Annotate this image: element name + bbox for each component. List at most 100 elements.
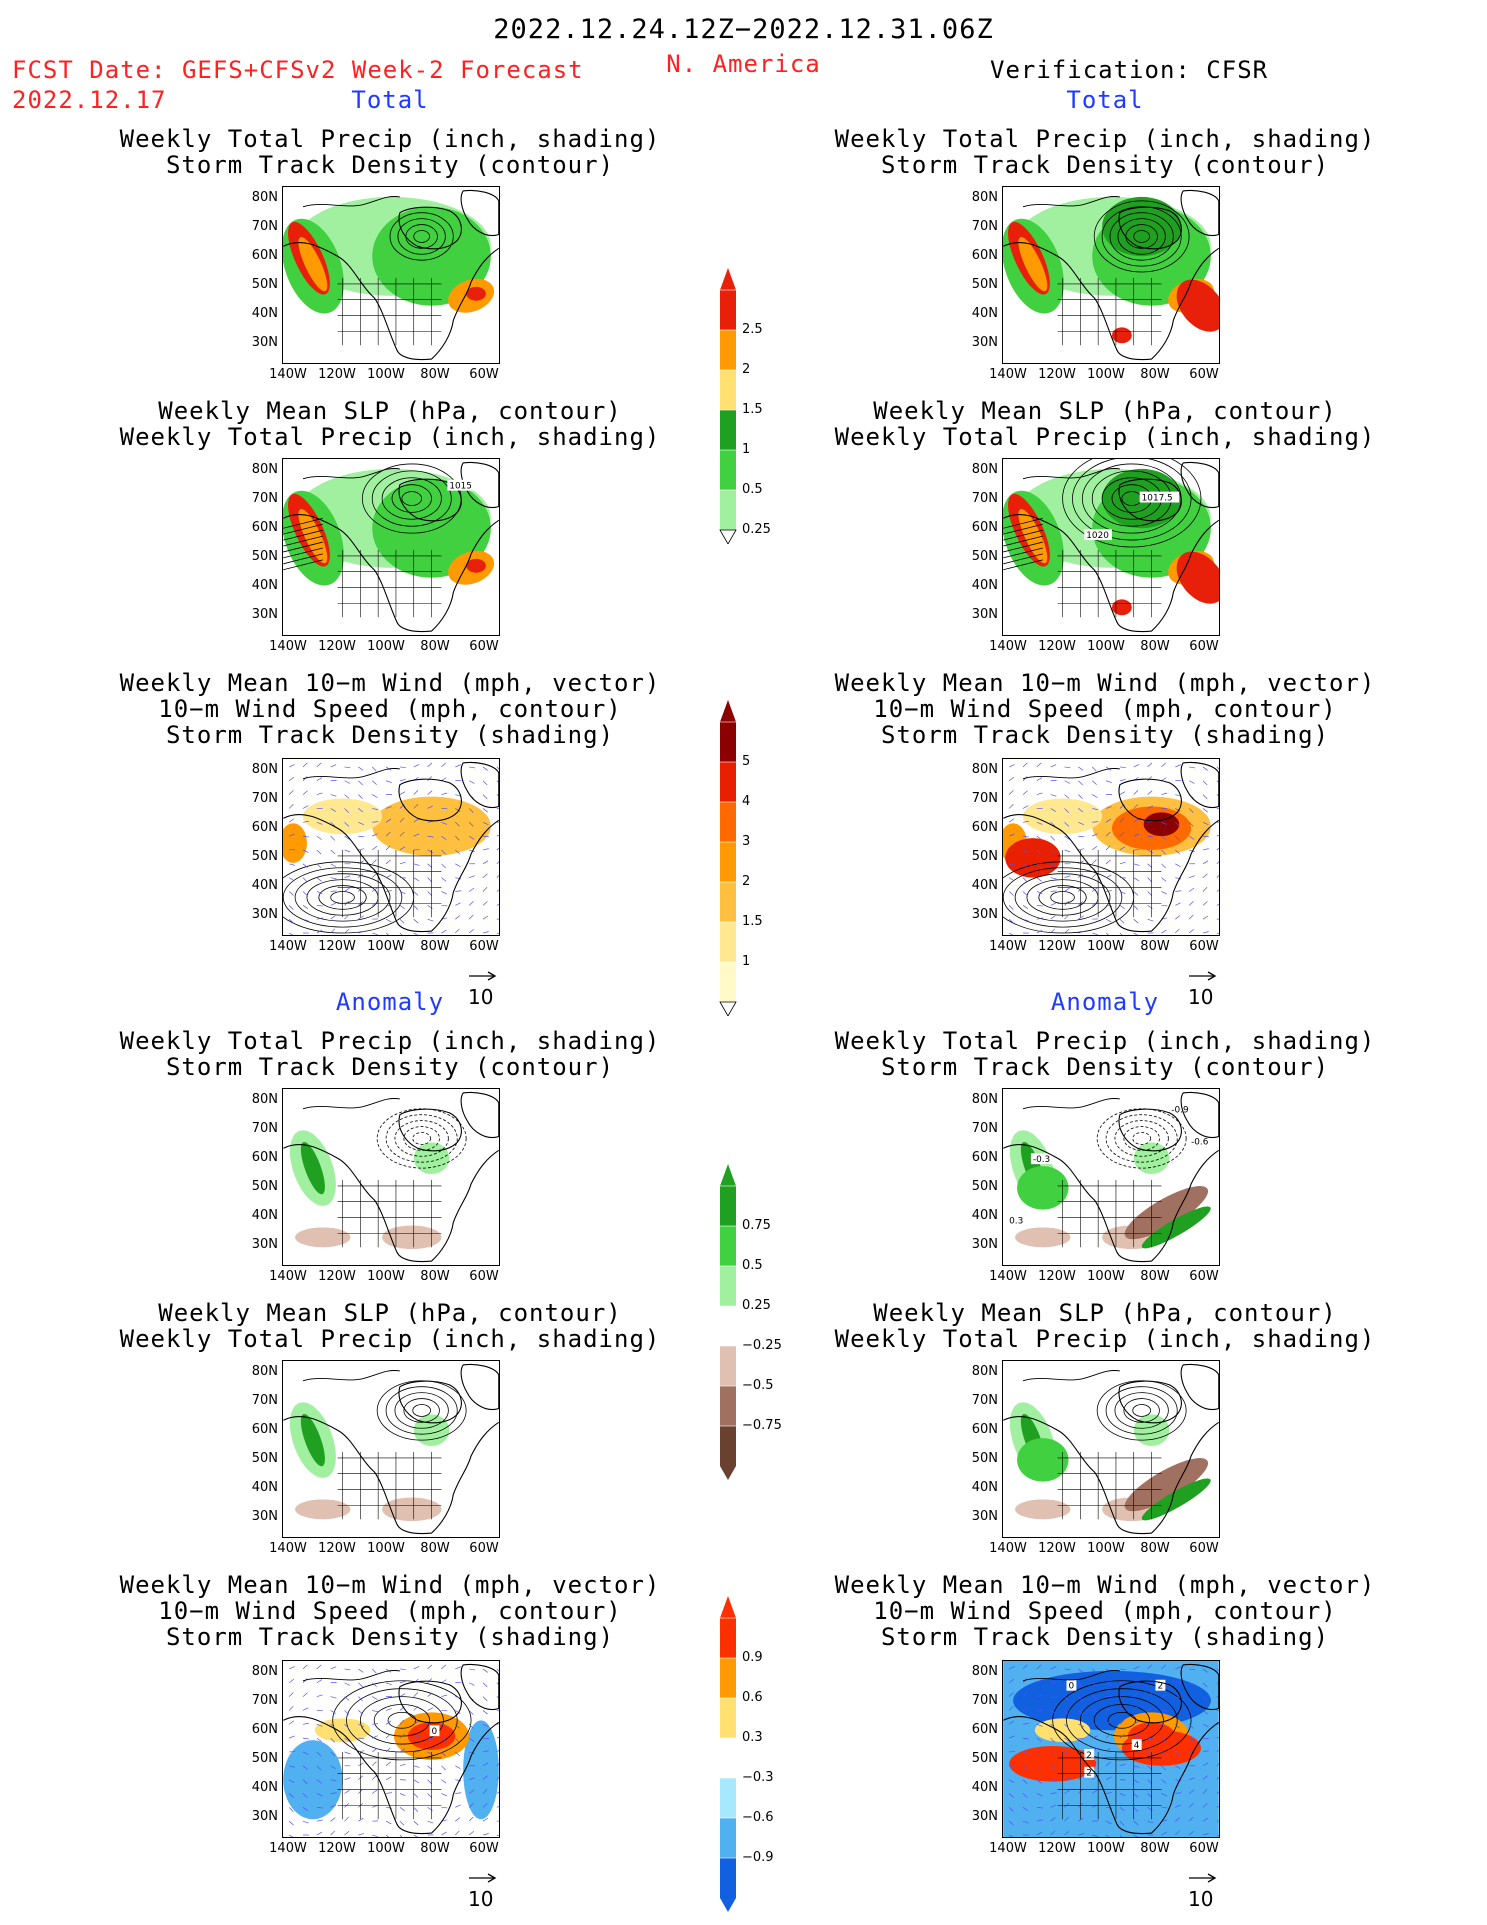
lat-tick-label: 80N <box>251 462 278 477</box>
lat-tick-label: 60N <box>251 1150 278 1165</box>
lon-tick-label: 140W <box>989 639 1027 654</box>
colorbar-tick-label: 0.25 <box>742 1298 771 1313</box>
lat-tick-label: 30N <box>251 907 278 922</box>
vector-arrow-icon <box>1189 1873 1217 1883</box>
lat-tick-label: 80N <box>251 1092 278 1107</box>
vector-ref-label: 10 <box>1188 1887 1214 1911</box>
map-fcst-wind <box>282 758 500 936</box>
colorbar-tick-label: −0.9 <box>742 1850 774 1865</box>
lat-tick-label: 70N <box>251 1693 278 1708</box>
lat-tick-label: 80N <box>971 190 998 205</box>
lon-tick-label: 120W <box>318 1541 356 1556</box>
lat-tick-label: 30N <box>251 607 278 622</box>
section-anomaly-right: Anomaly <box>1050 988 1160 1016</box>
lat-tick-label: 80N <box>971 762 998 777</box>
map-fcst-aprecip <box>282 1088 500 1266</box>
map-fcst-precip <box>282 186 500 364</box>
lon-tick-label: 120W <box>1038 1841 1076 1856</box>
lon-tick-label: 80W <box>1140 1541 1170 1556</box>
svg-text:0: 0 <box>1068 1682 1074 1692</box>
colorbar-tick-label: 1 <box>742 442 751 457</box>
contour-label: 1015 <box>447 479 476 492</box>
lon-tick-label: 60W <box>1189 1269 1219 1284</box>
lon-tick-label: 100W <box>1087 939 1125 954</box>
lon-tick-label: 140W <box>269 939 307 954</box>
svg-text:4: 4 <box>1134 1741 1140 1751</box>
lon-tick-label: 60W <box>469 1841 499 1856</box>
lon-tick-label: 80W <box>420 939 450 954</box>
lon-tick-label: 80W <box>420 1841 450 1856</box>
lon-tick-label: 100W <box>367 639 405 654</box>
lon-tick-label: 140W <box>989 1841 1027 1856</box>
lon-tick-label: 140W <box>269 367 307 382</box>
contour-label: 0 <box>429 1725 440 1737</box>
svg-text:-0.3: -0.3 <box>1033 1155 1050 1165</box>
lat-tick-label: 30N <box>971 607 998 622</box>
lat-tick-label: 60N <box>251 820 278 835</box>
lon-tick-label: 60W <box>1189 939 1219 954</box>
lat-tick-label: 40N <box>971 578 998 593</box>
contour-label: 1017.5 <box>1139 491 1180 504</box>
lat-tick-label: 80N <box>971 1092 998 1107</box>
svg-text:2: 2 <box>1086 1751 1092 1761</box>
contour-label: 1020 <box>1084 529 1112 541</box>
lat-tick-label: 50N <box>971 1751 998 1766</box>
lon-tick-label: 120W <box>318 639 356 654</box>
contour-label: 0 <box>1066 1679 1077 1692</box>
lon-tick-label: 140W <box>989 939 1027 954</box>
lon-tick-label: 100W <box>1087 367 1125 382</box>
lon-tick-label: 60W <box>469 639 499 654</box>
vector-ref-verif-anom: 10 <box>1188 1868 1218 1911</box>
lat-tick-label: 50N <box>251 1751 278 1766</box>
colorbar-tick-label: 0.3 <box>742 1730 763 1745</box>
colorbar-tick-label: 2 <box>742 874 751 889</box>
lat-tick-label: 30N <box>971 335 998 350</box>
section-total-right: Total <box>1066 86 1144 114</box>
colorbar-precip-anom <box>720 1164 736 1480</box>
colorbar-tick-label: 1 <box>742 954 751 969</box>
lon-tick-label: 140W <box>269 1841 307 1856</box>
map-verif-slp: 1017.5 1020 <box>1002 458 1220 636</box>
lon-tick-label: 100W <box>1087 1541 1125 1556</box>
lat-tick-label: 40N <box>971 878 998 893</box>
colorbar-tick-label: 5 <box>742 754 751 769</box>
contour-label: 0.3 <box>1007 1214 1029 1226</box>
lon-tick-label: 100W <box>367 939 405 954</box>
lat-tick-label: 80N <box>971 1364 998 1379</box>
svg-text:-0.6: -0.6 <box>1191 1137 1209 1147</box>
lat-tick-label: 50N <box>971 1451 998 1466</box>
lat-tick-label: 70N <box>251 491 278 506</box>
lon-tick-label: 100W <box>1087 1841 1125 1856</box>
vector-ref-label: 10 <box>468 1887 494 1911</box>
colorbar-tick-label: 1.5 <box>742 402 763 417</box>
vector-ref-label: 10 <box>1188 985 1214 1009</box>
svg-text:2: 2 <box>1157 1682 1163 1692</box>
section-anomaly-left: Anomaly <box>335 988 445 1016</box>
lon-tick-label: 120W <box>318 1841 356 1856</box>
fcst-date: 2022.12.17 <box>12 86 167 114</box>
lon-tick-label: 100W <box>367 367 405 382</box>
lon-tick-label: 80W <box>1140 1269 1170 1284</box>
lat-tick-label: 70N <box>971 219 998 234</box>
lat-tick-label: 40N <box>251 1208 278 1223</box>
svg-text:1017.5: 1017.5 <box>1142 494 1173 504</box>
lat-tick-label: 70N <box>971 791 998 806</box>
lon-tick-label: 80W <box>420 1269 450 1284</box>
panel-title-verif-wind-track: Weekly Mean 10−m Wind (mph, vector) 10−m … <box>834 669 1376 749</box>
lat-tick-label: 60N <box>971 520 998 535</box>
vector-arrow-icon <box>1189 971 1217 981</box>
period-title: 2022.12.24.12Z−2022.12.31.06Z <box>493 14 994 45</box>
map-fcst-awind: 0 <box>282 1660 500 1838</box>
map-fcst-aslp <box>282 1360 500 1538</box>
colorbar-precip-total <box>719 268 737 544</box>
lon-tick-label: 80W <box>1140 939 1170 954</box>
panel-title-fcst-anom-slp-precip: Weekly Mean SLP (hPa, contour) Weekly Tot… <box>119 1299 661 1353</box>
lon-tick-label: 60W <box>1189 367 1219 382</box>
contour-label: -0.6 <box>1189 1135 1217 1147</box>
colorbar-tick-label: 0.5 <box>742 482 763 497</box>
lon-tick-label: 80W <box>420 367 450 382</box>
lat-tick-label: 30N <box>971 1509 998 1524</box>
contour-label: 4 <box>1131 1739 1142 1751</box>
contour-label: 2 <box>1084 1766 1095 1779</box>
vector-arrow-icon <box>469 1873 497 1883</box>
